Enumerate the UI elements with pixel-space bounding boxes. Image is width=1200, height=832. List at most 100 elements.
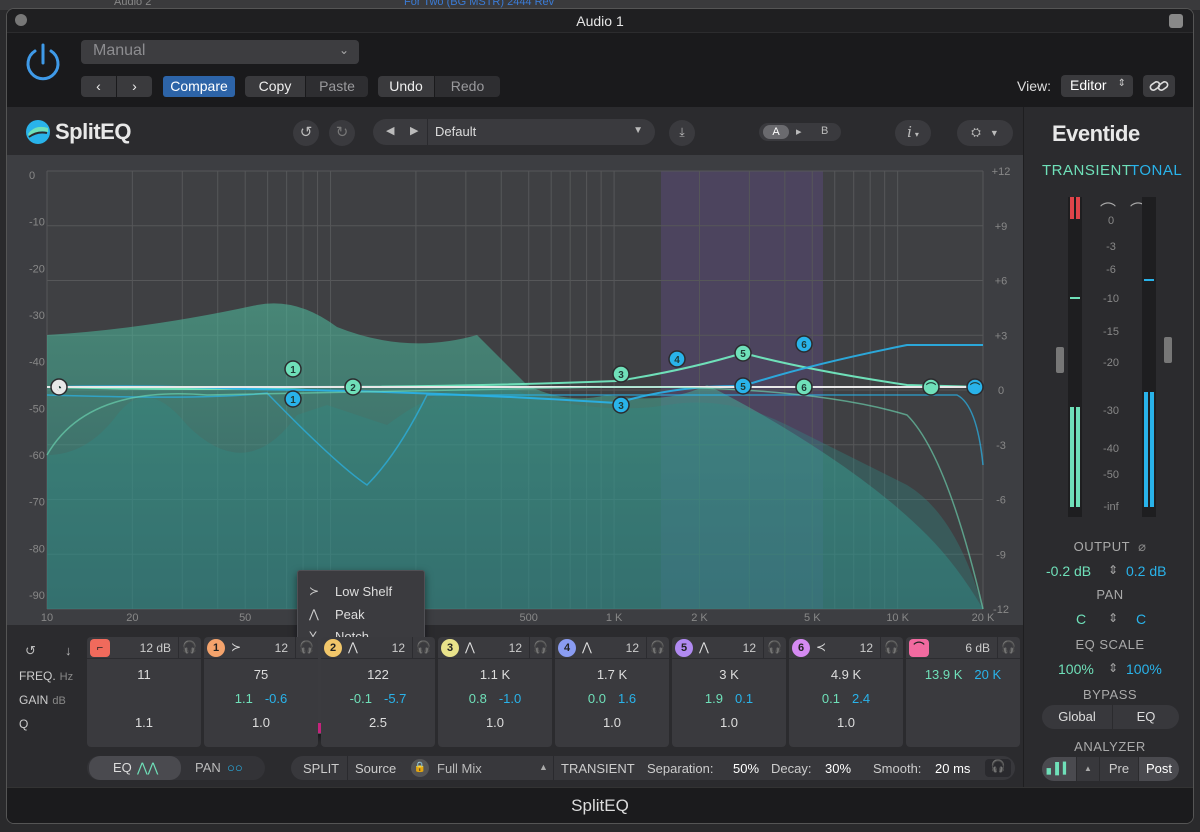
- band-q-value[interactable]: 1.0: [719, 715, 739, 730]
- paste-button[interactable]: Paste: [306, 76, 368, 97]
- band-transient-gain[interactable]: 0.8: [468, 691, 487, 706]
- eq-band-node[interactable]: ⌒: [966, 378, 984, 396]
- eq-band-node[interactable]: 3: [612, 365, 630, 383]
- band-transient-gain[interactable]: 1.1: [234, 691, 253, 706]
- band-shape-icon[interactable]: ⋀: [582, 640, 592, 654]
- info-button[interactable]: i ▾: [895, 120, 931, 146]
- transient-pan-value[interactable]: C: [1076, 611, 1087, 627]
- band-shape-icon[interactable]: ⋀: [348, 640, 358, 654]
- link-stepper-icon[interactable]: ⇕: [1108, 661, 1119, 675]
- compare-button[interactable]: Compare: [163, 76, 235, 97]
- band-shape-icon[interactable]: ≺: [816, 640, 827, 654]
- band-q-value[interactable]: 1.0: [836, 715, 856, 730]
- copy-button[interactable]: Copy: [245, 76, 305, 97]
- band-freq-value[interactable]: 3 K: [719, 667, 739, 682]
- headphones-icon[interactable]: 🎧: [533, 640, 548, 654]
- resize-icon[interactable]: [1169, 14, 1183, 28]
- band-header[interactable]: ⌒ 6 dB 🎧: [906, 637, 1020, 659]
- settings-menu-button[interactable]: ⛭ ▼: [957, 120, 1013, 146]
- close-window-icon[interactable]: [15, 14, 27, 26]
- eq-band-node[interactable]: 5: [734, 344, 752, 362]
- tonal-output-fader[interactable]: [1164, 337, 1172, 363]
- analyzer-post-button[interactable]: Post: [1139, 757, 1179, 781]
- ab-switch[interactable]: A ▸ B: [759, 123, 841, 141]
- lock-icon[interactable]: 🔒: [411, 759, 429, 777]
- filter-menu-item[interactable]: ≻ Low Shelf: [298, 581, 426, 603]
- band-q-value[interactable]: 2.5: [368, 715, 388, 730]
- band-slope-value[interactable]: 12: [625, 641, 639, 655]
- band-slope-value[interactable]: 12: [391, 641, 405, 655]
- decay-value[interactable]: 30%: [825, 761, 852, 776]
- band-slope-value[interactable]: 12: [508, 641, 522, 655]
- band-enable-button[interactable]: ⌒: [909, 639, 929, 657]
- eq-graph[interactable]: 1 1 2 3 3 4 5 5 6 6 ⌒ ⌒ ◔ 0 -10 -20 -30 -40 -50 -60 -70 -80-…: [7, 155, 1023, 625]
- band-slope-value[interactable]: 6 dB: [965, 641, 990, 655]
- eq-band-node[interactable]: 6: [795, 335, 813, 353]
- eq-pan-toggle[interactable]: EQ ⋀⋀ PAN ○○: [87, 756, 265, 780]
- band-q-value[interactable]: 1.0: [485, 715, 505, 730]
- band-transient-gain[interactable]: -0.1: [349, 691, 372, 706]
- band-enable-button[interactable]: 2: [324, 639, 342, 657]
- eq-band-node[interactable]: 2: [344, 378, 362, 396]
- band-freq-value[interactable]: 122: [367, 667, 389, 682]
- headphones-icon[interactable]: 🎧: [1001, 640, 1016, 654]
- band-enable-button[interactable]: 6: [792, 639, 810, 657]
- phase-icon[interactable]: ⌀: [1138, 539, 1147, 554]
- transient-output-fader[interactable]: [1056, 347, 1064, 373]
- redo-icon[interactable]: ↻: [329, 120, 355, 146]
- preset-next-icon[interactable]: ▶: [410, 125, 419, 137]
- redo-button[interactable]: Redo: [435, 76, 500, 97]
- eq-band-node[interactable]: ⌒: [922, 378, 940, 396]
- eq-band-node[interactable]: 5: [734, 377, 752, 395]
- tonal-pan-value[interactable]: C: [1136, 611, 1147, 627]
- separation-value[interactable]: 50%: [733, 761, 760, 776]
- link-stepper-icon[interactable]: ⇕: [1108, 563, 1119, 577]
- band-shape-icon[interactable]: ⋀: [465, 640, 475, 654]
- bypass-eq-button[interactable]: EQ: [1113, 705, 1179, 729]
- band-slope-value[interactable]: 12: [274, 641, 288, 655]
- headphones-icon[interactable]: 🎧: [884, 640, 899, 654]
- band-header[interactable]: 1 ≻ 12 🎧: [204, 637, 318, 659]
- band-q-value[interactable]: 1.0: [251, 715, 271, 730]
- eq-mode-label[interactable]: EQ: [113, 760, 132, 775]
- band-header[interactable]: 3 ⋀ 12 🎧: [438, 637, 552, 659]
- band-header[interactable]: ⌐ 12 dB 🎧: [87, 637, 201, 659]
- caret-up-icon[interactable]: ▲: [1077, 757, 1099, 781]
- power-icon[interactable]: [21, 41, 65, 85]
- band-transient-gain[interactable]: 13.9 K: [924, 667, 963, 682]
- band-enable-button[interactable]: 5: [675, 639, 693, 657]
- band-enable-button[interactable]: 4: [558, 639, 576, 657]
- ab-copy-arrow-icon[interactable]: ▸: [796, 126, 802, 138]
- headphones-icon[interactable]: 🎧: [182, 640, 197, 654]
- undo-icon[interactable]: ↺: [293, 120, 319, 146]
- filter-menu-item[interactable]: ⋀ Peak: [298, 604, 426, 626]
- eq-band-node[interactable]: 4: [668, 350, 686, 368]
- band-header[interactable]: 5 ⋀ 12 🎧: [672, 637, 786, 659]
- transient-output-value[interactable]: -0.2 dB: [1046, 563, 1092, 579]
- preset-prev-icon[interactable]: ◀: [386, 125, 395, 137]
- band-freq-value[interactable]: 1.7 K: [596, 667, 628, 682]
- band-transient-gain[interactable]: 0.1: [821, 691, 840, 706]
- band-freq-value[interactable]: 4.9 K: [830, 667, 862, 682]
- plugin-preset-bar[interactable]: ◀ ▶ Default ▼: [373, 119, 655, 145]
- pan-mode-label[interactable]: PAN: [195, 760, 221, 775]
- headphones-icon[interactable]: 🎧: [985, 759, 1011, 777]
- down-arrow-icon[interactable]: ↓: [65, 643, 72, 658]
- tonal-output-value[interactable]: 0.2 dB: [1126, 563, 1167, 579]
- band-header[interactable]: 6 ≺ 12 🎧: [789, 637, 903, 659]
- eq-band-node[interactable]: 6: [795, 378, 813, 396]
- band-q-value[interactable]: 1.0: [602, 715, 622, 730]
- analyzer-pre-button[interactable]: Pre: [1100, 757, 1138, 781]
- band-tonal-gain[interactable]: 0.1: [735, 691, 754, 706]
- previous-preset-button[interactable]: ‹: [81, 76, 116, 97]
- band-shape-icon[interactable]: ⋀: [699, 640, 709, 654]
- source-caret-icon[interactable]: ▲: [539, 762, 548, 772]
- caret-down-icon[interactable]: ▼: [633, 125, 643, 136]
- band-slope-value[interactable]: 12: [859, 641, 873, 655]
- band-tonal-gain[interactable]: -5.7: [384, 691, 407, 706]
- band-shape-icon[interactable]: ≻: [231, 640, 242, 654]
- eq-band-node[interactable]: 1: [284, 360, 302, 378]
- band-q-value[interactable]: 1.1: [134, 715, 154, 730]
- source-value[interactable]: Full Mix: [437, 761, 482, 776]
